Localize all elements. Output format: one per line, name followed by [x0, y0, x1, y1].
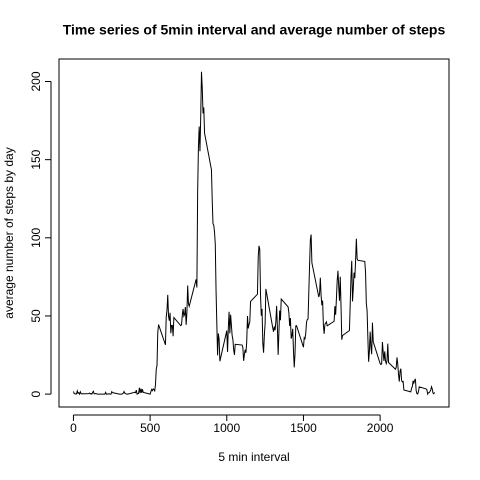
x-tick-label: 2000 [367, 421, 394, 435]
plot-frame [58, 58, 450, 408]
y-tick-label: 200 [29, 71, 43, 91]
data-line [72, 71, 435, 396]
y-tick-label: 50 [29, 309, 43, 323]
x-tick-label: 0 [70, 421, 77, 435]
y-axis-label: average number of steps by day [2, 147, 16, 318]
x-axis-label: 5 min interval [218, 450, 289, 464]
y-tick-label: 100 [29, 227, 43, 247]
x-tick-label: 500 [140, 421, 160, 435]
x-tick-label: 1000 [213, 421, 240, 435]
x-tick-label: 1500 [290, 421, 317, 435]
chart-title: Time series of 5min interval and average… [63, 22, 446, 38]
y-tick-label: 0 [29, 390, 43, 397]
y-tick-label: 150 [29, 149, 43, 169]
